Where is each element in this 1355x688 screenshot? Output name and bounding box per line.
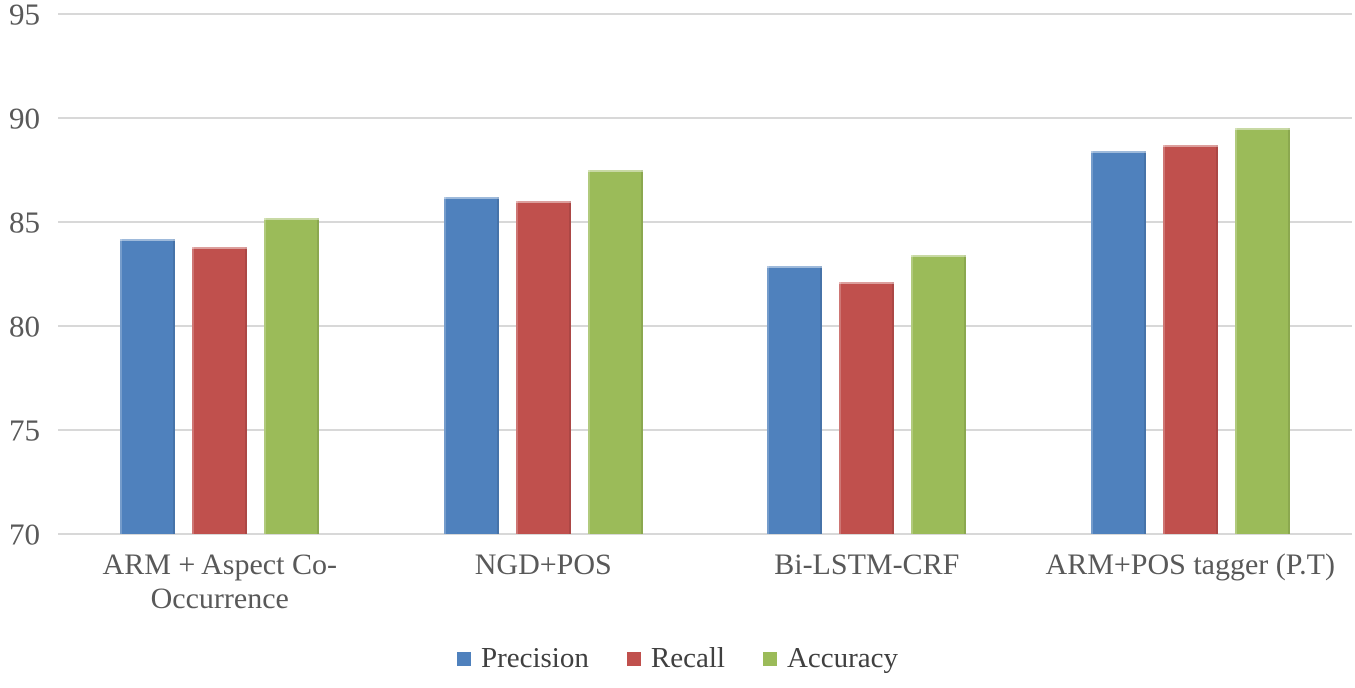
legend-item-recall: Recall <box>626 642 725 674</box>
x-category-label-2: NGD+POS <box>474 548 612 581</box>
y-tick-label-80: 80 <box>9 308 40 344</box>
bar-precision-category-2 <box>443 197 499 534</box>
gridline-85 <box>58 221 1352 223</box>
y-tick-label-70: 70 <box>9 516 40 552</box>
legend: Precision Recall Accuracy <box>0 644 1355 673</box>
gridline-80 <box>58 325 1352 327</box>
bar-precision-category-1 <box>120 238 176 534</box>
y-tick-label-95: 95 <box>9 0 40 32</box>
bar-recall-category-3 <box>839 282 895 534</box>
bar-recall-category-4 <box>1162 145 1218 534</box>
legend-label-recall: Recall <box>650 642 725 674</box>
bar-precision-category-3 <box>767 265 823 534</box>
legend-swatch-recall <box>626 651 641 666</box>
x-category-label-3: Bi-LSTM-CRF <box>774 548 960 581</box>
bar-accuracy-category-1 <box>264 217 320 534</box>
plot-area <box>58 13 1352 535</box>
bar-recall-category-2 <box>515 201 571 534</box>
bar-recall-category-1 <box>192 246 248 534</box>
bar-accuracy-category-2 <box>587 170 643 534</box>
gridline-90 <box>58 117 1352 119</box>
legend-swatch-precision <box>456 651 471 666</box>
gridline-70 <box>58 533 1352 535</box>
gridline-95 <box>58 13 1352 15</box>
bar-accuracy-category-3 <box>911 255 967 534</box>
legend-item-precision: Precision <box>456 642 589 674</box>
bar-precision-category-4 <box>1090 151 1146 534</box>
gridline-75 <box>58 429 1352 431</box>
x-category-label-1: ARM + Aspect Co-Occurrence <box>102 548 337 615</box>
bar-accuracy-category-4 <box>1234 128 1290 534</box>
legend-label-accuracy: Accuracy <box>786 642 899 674</box>
legend-swatch-accuracy <box>762 651 777 666</box>
y-tick-label-75: 75 <box>9 412 40 448</box>
y-tick-label-85: 85 <box>9 204 40 240</box>
legend-item-accuracy: Accuracy <box>762 642 899 674</box>
legend-label-precision: Precision <box>480 642 589 674</box>
y-tick-label-90: 90 <box>9 100 40 136</box>
x-category-label-4: ARM+POS tagger (P.T) <box>1045 548 1335 581</box>
